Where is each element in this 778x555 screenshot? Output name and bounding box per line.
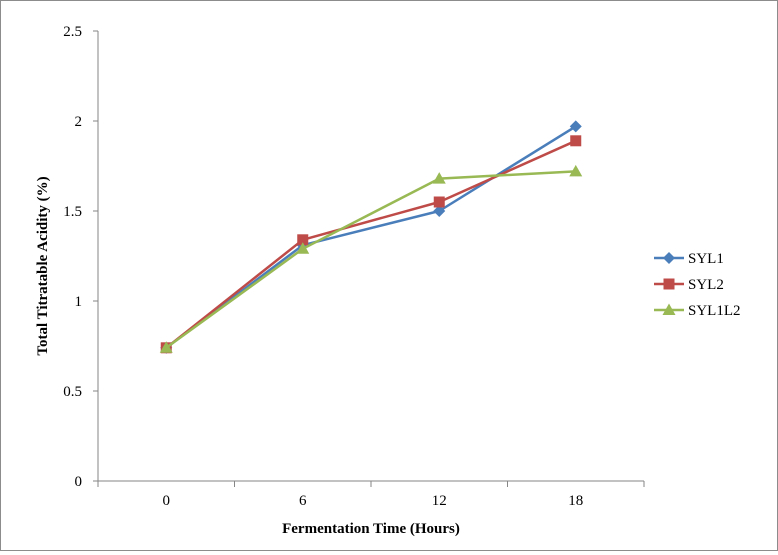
series-syl2: [160, 135, 582, 354]
legend-marker: [662, 303, 676, 315]
series-layer: [159, 120, 583, 354]
x-ticks: 0 6 12 18: [97, 481, 645, 509]
data-point: [569, 120, 582, 133]
legend-item-syl1: SYL1: [654, 251, 724, 267]
legend-label: SYL1L2: [688, 303, 741, 319]
y-axis-title: Total Titratable Acidity (%): [35, 176, 51, 355]
data-point: [297, 234, 309, 246]
data-point: [432, 172, 446, 184]
series-line: [165, 139, 577, 349]
legend-label: SYL1: [688, 251, 724, 267]
data-point: [296, 242, 310, 254]
axes: [97, 31, 644, 482]
x-tick-label: 18: [568, 493, 583, 509]
legend-label: SYL2: [688, 277, 724, 293]
legend-item-syl2: SYL2: [654, 277, 724, 293]
y-tick-label: 0: [75, 474, 83, 490]
x-tick-label: 6: [299, 493, 307, 509]
legend-marker: [663, 252, 675, 264]
x-tick-label: 0: [163, 493, 171, 509]
legend-marker: [663, 278, 675, 290]
legend: SYL1 SYL2 SYL1L2: [654, 251, 741, 319]
data-point: [433, 196, 445, 208]
y-tick-label: 2: [75, 114, 83, 130]
y-tick-label: 1: [75, 294, 83, 310]
x-axis-title: Fermentation Time (Hours): [282, 521, 460, 537]
y-ticks: 0 0.5 1 1.5 2 2.5: [63, 24, 98, 490]
series-line: [165, 170, 576, 349]
series-syl1: [160, 120, 582, 354]
data-point: [433, 205, 446, 217]
series-syl1l2: [159, 164, 583, 353]
x-tick-label: 12: [432, 493, 447, 509]
y-tick-label: 2.5: [63, 24, 82, 40]
legend-item-syl1l2: SYL1L2: [654, 303, 741, 319]
y-tick-label: 0.5: [63, 384, 82, 400]
y-tick-label: 1.5: [63, 204, 82, 220]
data-point: [569, 164, 583, 177]
data-point: [570, 135, 582, 147]
data-point: [159, 341, 173, 353]
series-line: [165, 125, 577, 349]
